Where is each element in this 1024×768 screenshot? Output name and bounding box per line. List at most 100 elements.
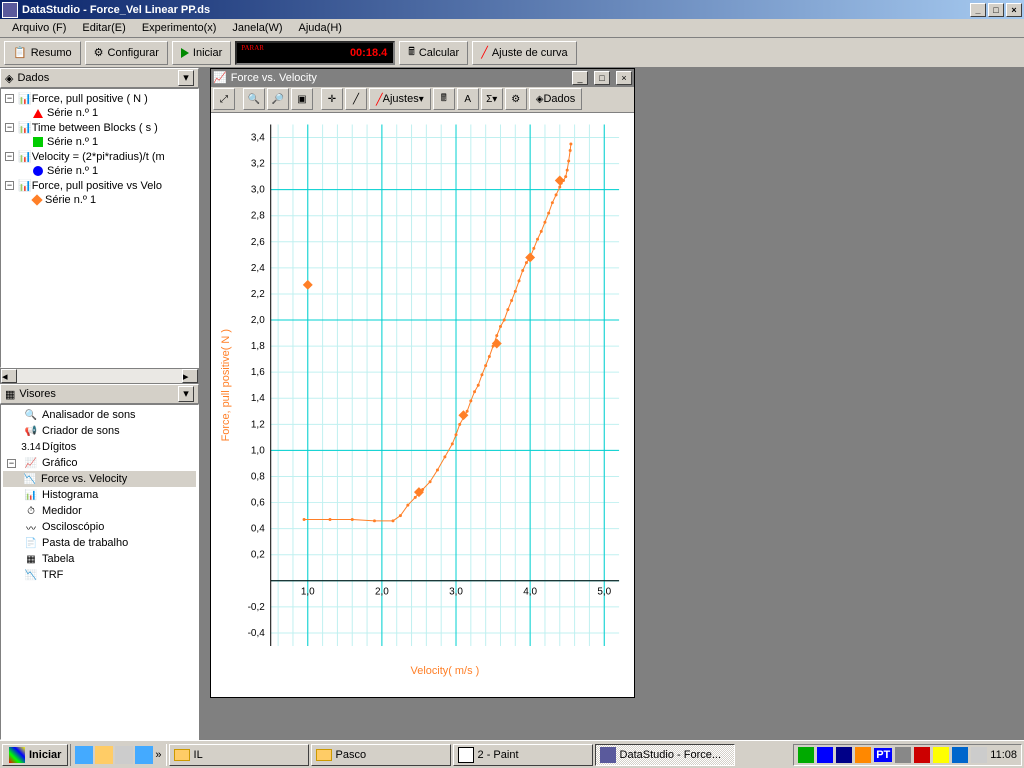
- system-tray: PT 11:08: [793, 744, 1022, 766]
- visores-item[interactable]: 3.14Dígitos: [3, 439, 196, 455]
- window-title: DataStudio - Force_Vel Linear PP.ds: [22, 4, 210, 16]
- visores-dropdown-icon[interactable]: ▾: [178, 386, 194, 402]
- visores-item[interactable]: 📢Criador de sons: [3, 423, 196, 439]
- close-button[interactable]: ×: [1006, 3, 1022, 17]
- start-button[interactable]: Iniciar: [2, 744, 68, 766]
- menu-editar[interactable]: Editar(E): [74, 20, 133, 36]
- task-button[interactable]: DataStudio - Force...: [595, 744, 735, 766]
- tray-icon[interactable]: [836, 747, 852, 763]
- minimize-button[interactable]: _: [970, 3, 986, 17]
- task-button[interactable]: IL: [169, 744, 309, 766]
- dados-button[interactable]: ◈ Dados: [529, 88, 583, 110]
- workspace: ◈Dados ▾ −📊 Force, pull positive ( N ) S…: [0, 68, 1024, 740]
- iniciar-button[interactable]: Iniciar: [172, 41, 231, 65]
- collapse-icon[interactable]: −: [5, 152, 14, 161]
- collapse-icon[interactable]: −: [7, 459, 16, 468]
- zoom-select-icon[interactable]: ▣: [291, 88, 313, 110]
- visores-label: Dígitos: [42, 441, 76, 453]
- configurar-button[interactable]: ⚙Configurar: [85, 41, 168, 65]
- visores-item[interactable]: 🔍Analisador de sons: [3, 407, 196, 423]
- collapse-icon[interactable]: −: [5, 181, 14, 190]
- zoom-fit-icon[interactable]: ⤢: [213, 88, 235, 110]
- task-button[interactable]: Pasco: [311, 744, 451, 766]
- desktop-icon[interactable]: [115, 746, 133, 764]
- maximize-button[interactable]: □: [988, 3, 1004, 17]
- visores-item[interactable]: ▦Tabela: [3, 551, 196, 567]
- cursor-icon[interactable]: ✛: [321, 88, 343, 110]
- svg-text:1,0: 1,0: [301, 586, 315, 597]
- visores-item[interactable]: 📊Histograma: [3, 487, 196, 503]
- svg-text:0,6: 0,6: [251, 497, 265, 508]
- settings-icon[interactable]: ⚙: [505, 88, 527, 110]
- tree-series[interactable]: Série n.º 1: [3, 135, 196, 149]
- visores-item[interactable]: 〰Osciloscópio: [3, 519, 196, 535]
- svg-text:2,0: 2,0: [375, 586, 389, 597]
- visores-label: Medidor: [42, 505, 82, 517]
- stats-icon[interactable]: Σ▾: [481, 88, 503, 110]
- dados-header[interactable]: ◈Dados ▾: [0, 68, 199, 88]
- tree-item[interactable]: −📊 Force, pull positive vs Velo: [3, 178, 196, 193]
- chart-maximize-button[interactable]: □: [594, 71, 610, 85]
- zoom-in-icon[interactable]: 🔍: [243, 88, 265, 110]
- tree-item[interactable]: −📊 Velocity = (2*pi*radius)/t (m: [3, 149, 196, 164]
- visores-icon: 〰: [24, 520, 38, 534]
- ql-icon[interactable]: [135, 746, 153, 764]
- visores-label: Analisador de sons: [42, 409, 136, 421]
- tree-item[interactable]: −📊 Force, pull positive ( N ): [3, 91, 196, 106]
- scroll-right-icon[interactable]: ▸: [182, 369, 198, 383]
- scroll-left-icon[interactable]: ◂: [1, 369, 17, 383]
- visores-item[interactable]: 📉TRF: [3, 567, 196, 583]
- dados-tree[interactable]: −📊 Force, pull positive ( N ) Série n.º …: [0, 88, 199, 368]
- chart-plot-area[interactable]: 1,02,03,04,05,0-0,4-0,20,20,40,60,81,01,…: [211, 113, 634, 697]
- visores-item[interactable]: −📈Gráfico: [3, 455, 196, 471]
- tray-icon[interactable]: [952, 747, 968, 763]
- zoom-out-icon[interactable]: 🔎: [267, 88, 289, 110]
- tray-icon[interactable]: [855, 747, 871, 763]
- tray-icon[interactable]: [798, 747, 814, 763]
- tray-icon[interactable]: [914, 747, 930, 763]
- menu-janela[interactable]: Janela(W): [224, 20, 290, 36]
- svg-text:Force, pull positive( N ): Force, pull positive( N ): [220, 329, 232, 441]
- ql-more-icon[interactable]: »: [155, 749, 161, 761]
- lang-indicator[interactable]: PT: [874, 748, 892, 762]
- svg-text:1,8: 1,8: [251, 341, 265, 352]
- text-icon[interactable]: A: [457, 88, 479, 110]
- visores-header[interactable]: ▦Visores ▾: [0, 384, 199, 404]
- calc-icon[interactable]: 🖩: [433, 88, 455, 110]
- collapse-icon[interactable]: −: [5, 94, 14, 103]
- collapse-icon[interactable]: −: [5, 123, 14, 132]
- menu-experimento[interactable]: Experimento(x): [134, 20, 225, 36]
- ie-icon[interactable]: [75, 746, 93, 764]
- visores-item[interactable]: 📄Pasta de trabalho: [3, 535, 196, 551]
- chart-title-bar[interactable]: 📈Force vs. Velocity _ □ ×: [211, 69, 634, 87]
- menu-ajuda[interactable]: Ajuda(H): [291, 20, 350, 36]
- menu-arquivo[interactable]: Arquivo (F): [4, 20, 74, 36]
- outlook-icon[interactable]: [95, 746, 113, 764]
- dados-hscroll[interactable]: ◂ ▸: [0, 368, 199, 384]
- tree-series[interactable]: Série n.º 1: [3, 193, 196, 207]
- svg-text:2,8: 2,8: [251, 210, 265, 221]
- tray-icon[interactable]: [933, 747, 949, 763]
- chart-minimize-button[interactable]: _: [572, 71, 588, 85]
- timer-display: PARAR 00:18.4: [235, 41, 395, 65]
- tray-icon[interactable]: [971, 747, 987, 763]
- tray-icon[interactable]: [817, 747, 833, 763]
- chart-close-button[interactable]: ×: [616, 71, 632, 85]
- tray-icon[interactable]: [895, 747, 911, 763]
- visores-item[interactable]: ⏱Medidor: [3, 503, 196, 519]
- visores-list[interactable]: 🔍Analisador de sons📢Criador de sons3.14D…: [0, 404, 199, 740]
- ajustes-button[interactable]: ╱Ajustes ▾: [369, 88, 431, 110]
- tree-series[interactable]: Série n.º 1: [3, 164, 196, 178]
- tree-series[interactable]: Série n.º 1: [3, 106, 196, 120]
- dados-dropdown-icon[interactable]: ▾: [178, 70, 194, 86]
- slope-icon[interactable]: ╱: [345, 88, 367, 110]
- resumo-button[interactable]: 📋Resumo: [4, 41, 81, 65]
- task-button[interactable]: 2 - Paint: [453, 744, 593, 766]
- title-bar: DataStudio - Force_Vel Linear PP.ds _ □ …: [0, 0, 1024, 19]
- calcular-button[interactable]: 🖩Calcular: [399, 41, 468, 65]
- ajuste-curva-button[interactable]: ╱Ajuste de curva: [472, 41, 576, 65]
- visores-item[interactable]: 📉Force vs. Velocity: [3, 471, 196, 487]
- chart-toolbar: ⤢ 🔍 🔎 ▣ ✛ ╱ ╱Ajustes ▾ 🖩 A Σ▾ ⚙ ◈ Dados: [211, 87, 634, 113]
- task-label: IL: [194, 749, 203, 761]
- tree-item[interactable]: −📊 Time between Blocks ( s ): [3, 120, 196, 135]
